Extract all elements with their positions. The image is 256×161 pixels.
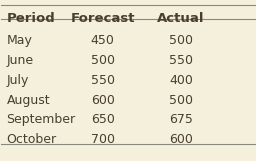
Text: 650: 650: [91, 113, 115, 126]
Text: 550: 550: [91, 74, 115, 87]
Text: 400: 400: [169, 74, 193, 87]
Text: Period: Period: [6, 12, 55, 25]
Text: 500: 500: [169, 34, 193, 47]
Text: 500: 500: [91, 54, 115, 67]
Text: 500: 500: [169, 94, 193, 107]
Text: June: June: [6, 54, 34, 67]
Text: October: October: [6, 133, 57, 146]
Text: 550: 550: [169, 54, 193, 67]
Text: 675: 675: [169, 113, 193, 126]
Text: Forecast: Forecast: [70, 12, 135, 25]
Text: 600: 600: [91, 94, 115, 107]
Text: July: July: [6, 74, 29, 87]
Text: Actual: Actual: [157, 12, 205, 25]
Text: 450: 450: [91, 34, 115, 47]
Text: September: September: [6, 113, 76, 126]
Text: 600: 600: [169, 133, 193, 146]
Text: 700: 700: [91, 133, 115, 146]
Text: May: May: [6, 34, 32, 47]
Text: August: August: [6, 94, 50, 107]
